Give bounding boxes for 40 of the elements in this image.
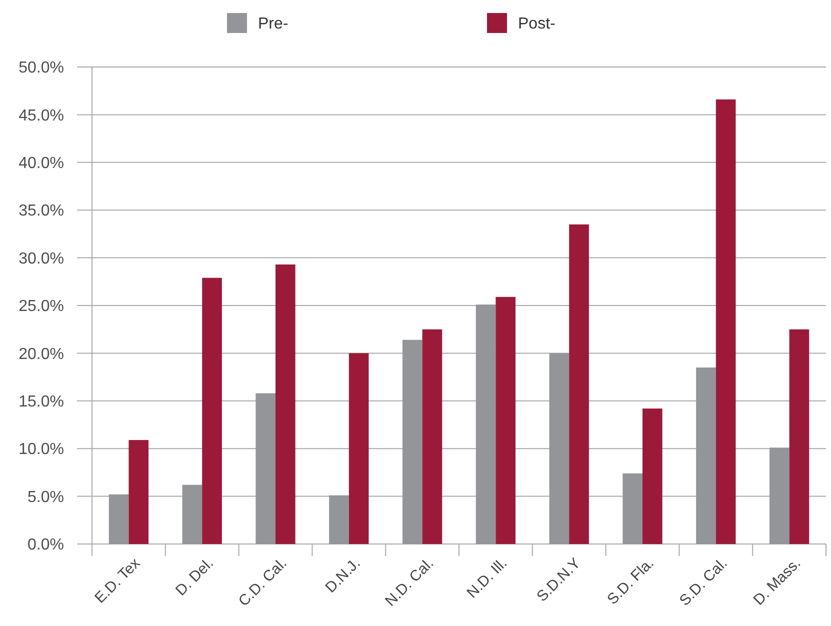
y-tick-label: 15.0% xyxy=(18,394,64,410)
bar xyxy=(182,484,202,544)
x-tick-label: S.D. Fla. xyxy=(604,554,658,608)
y-tick-label: 45.0% xyxy=(18,107,64,124)
y-tick-label: 35.0% xyxy=(18,202,64,220)
y-tick-label: 20.0% xyxy=(18,346,64,363)
y-tick-label: 30.0% xyxy=(18,250,64,268)
x-tick-label: D. Del. xyxy=(172,554,217,600)
y-tick-label: 0.0% xyxy=(28,536,64,554)
x-tick-label: E.D. Tex xyxy=(92,554,144,607)
bar xyxy=(549,353,570,544)
x-tick-label: N.D. Ill. xyxy=(464,554,511,602)
bar xyxy=(202,278,222,544)
y-tick-label: 25.0% xyxy=(18,298,64,316)
bar xyxy=(622,473,642,544)
bar xyxy=(329,495,349,544)
legend-label: Post- xyxy=(518,16,556,33)
bar xyxy=(256,393,276,544)
bar xyxy=(642,408,662,544)
y-tick-label: 10.0% xyxy=(18,441,64,458)
bar xyxy=(569,224,589,544)
bar xyxy=(128,440,149,544)
bar xyxy=(696,368,716,544)
bar xyxy=(422,329,442,544)
x-tick-label: C.D. Cal. xyxy=(235,554,290,610)
y-tick-label: 40.0% xyxy=(18,155,64,172)
legend-label: Pre- xyxy=(258,16,288,33)
bar xyxy=(789,329,810,544)
y-tick-label: 50.0% xyxy=(18,60,64,77)
x-tick-label: N.D. Cal. xyxy=(382,554,438,610)
bar xyxy=(348,353,369,544)
x-tick-label: S.D. Cal. xyxy=(676,554,731,610)
y-tick-label: 5.0% xyxy=(28,488,64,506)
bar xyxy=(108,494,129,544)
bar xyxy=(276,264,296,544)
bar xyxy=(496,296,516,544)
bar xyxy=(716,99,736,544)
bar xyxy=(402,340,422,544)
bar xyxy=(769,448,790,544)
bar xyxy=(476,304,496,544)
